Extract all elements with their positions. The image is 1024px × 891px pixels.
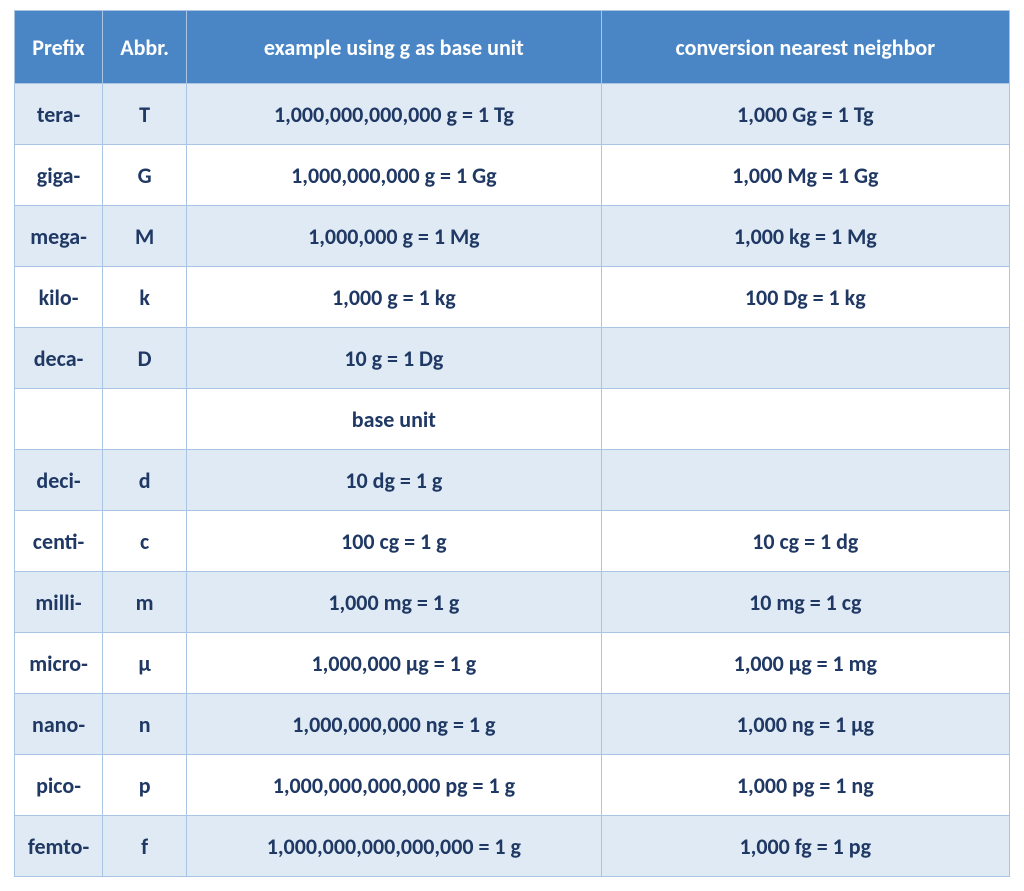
- cell-abbr: m: [103, 572, 187, 633]
- cell-prefix: tera-: [15, 84, 103, 145]
- cell-example: base unit: [187, 389, 601, 450]
- table-row: kilo- k 1,000 g = 1 kg 100 Dg = 1 kg: [15, 267, 1010, 328]
- col-header-example: example using g as base unit: [187, 11, 601, 84]
- cell-prefix: pico-: [15, 755, 103, 816]
- cell-abbr: M: [103, 206, 187, 267]
- cell-neighbor: [601, 450, 1009, 511]
- cell-example: 1,000,000,000,000 g = 1 Tg: [187, 84, 601, 145]
- cell-example: 100 cg = 1 g: [187, 511, 601, 572]
- table-row: nano- n 1,000,000,000 ng = 1 g 1,000 ng …: [15, 694, 1010, 755]
- cell-example: 1,000,000,000 ng = 1 g: [187, 694, 601, 755]
- table-row: deca- D 10 g = 1 Dg: [15, 328, 1010, 389]
- table-row: femto- f 1,000,000,000,000,000 = 1 g 1,0…: [15, 816, 1010, 877]
- cell-neighbor: 1,000 pg = 1 ng: [601, 755, 1009, 816]
- cell-prefix: kilo-: [15, 267, 103, 328]
- cell-abbr: k: [103, 267, 187, 328]
- col-header-neighbor: conversion nearest neighbor: [601, 11, 1009, 84]
- cell-abbr: D: [103, 328, 187, 389]
- cell-prefix: deca-: [15, 328, 103, 389]
- cell-neighbor: [601, 389, 1009, 450]
- table-row: milli- m 1,000 mg = 1 g 10 mg = 1 cg: [15, 572, 1010, 633]
- cell-neighbor: 1,000 Gg = 1 Tg: [601, 84, 1009, 145]
- col-header-abbr: Abbr.: [103, 11, 187, 84]
- cell-example: 1,000,000 μg = 1 g: [187, 633, 601, 694]
- cell-prefix: centi-: [15, 511, 103, 572]
- cell-example: 1,000,000,000 g = 1 Gg: [187, 145, 601, 206]
- cell-prefix: [15, 389, 103, 450]
- table-row: base unit: [15, 389, 1010, 450]
- cell-neighbor: 1,000 kg = 1 Mg: [601, 206, 1009, 267]
- table-row: micro- μ 1,000,000 μg = 1 g 1,000 μg = 1…: [15, 633, 1010, 694]
- cell-prefix: femto-: [15, 816, 103, 877]
- table-row: tera- T 1,000,000,000,000 g = 1 Tg 1,000…: [15, 84, 1010, 145]
- cell-abbr: T: [103, 84, 187, 145]
- cell-prefix: mega-: [15, 206, 103, 267]
- cell-abbr: p: [103, 755, 187, 816]
- cell-neighbor: 1,000 ng = 1 μg: [601, 694, 1009, 755]
- col-header-prefix: Prefix: [15, 11, 103, 84]
- cell-neighbor: 1,000 Mg = 1 Gg: [601, 145, 1009, 206]
- cell-neighbor: 100 Dg = 1 kg: [601, 267, 1009, 328]
- table-row: deci- d 10 dg = 1 g: [15, 450, 1010, 511]
- cell-example: 10 dg = 1 g: [187, 450, 601, 511]
- cell-neighbor: 1,000 fg = 1 pg: [601, 816, 1009, 877]
- cell-abbr: c: [103, 511, 187, 572]
- cell-neighbor: [601, 328, 1009, 389]
- table-row: pico- p 1,000,000,000,000 pg = 1 g 1,000…: [15, 755, 1010, 816]
- cell-prefix: milli-: [15, 572, 103, 633]
- cell-example: 10 g = 1 Dg: [187, 328, 601, 389]
- cell-abbr: μ: [103, 633, 187, 694]
- table-header-row: Prefix Abbr. example using g as base uni…: [15, 11, 1010, 84]
- cell-prefix: nano-: [15, 694, 103, 755]
- cell-example: 1,000,000 g = 1 Mg: [187, 206, 601, 267]
- cell-prefix: micro-: [15, 633, 103, 694]
- cell-example: 1,000 g = 1 kg: [187, 267, 601, 328]
- table-row: mega- M 1,000,000 g = 1 Mg 1,000 kg = 1 …: [15, 206, 1010, 267]
- cell-example: 1,000 mg = 1 g: [187, 572, 601, 633]
- cell-abbr: G: [103, 145, 187, 206]
- cell-example: 1,000,000,000,000 pg = 1 g: [187, 755, 601, 816]
- table-row: giga- G 1,000,000,000 g = 1 Gg 1,000 Mg …: [15, 145, 1010, 206]
- cell-abbr: d: [103, 450, 187, 511]
- cell-abbr: f: [103, 816, 187, 877]
- cell-neighbor: 1,000 μg = 1 mg: [601, 633, 1009, 694]
- prefix-table: Prefix Abbr. example using g as base uni…: [14, 10, 1010, 877]
- cell-example: 1,000,000,000,000,000 = 1 g: [187, 816, 601, 877]
- cell-abbr: n: [103, 694, 187, 755]
- cell-neighbor: 10 cg = 1 dg: [601, 511, 1009, 572]
- cell-prefix: giga-: [15, 145, 103, 206]
- cell-abbr: [103, 389, 187, 450]
- table-row: centi- c 100 cg = 1 g 10 cg = 1 dg: [15, 511, 1010, 572]
- cell-neighbor: 10 mg = 1 cg: [601, 572, 1009, 633]
- cell-prefix: deci-: [15, 450, 103, 511]
